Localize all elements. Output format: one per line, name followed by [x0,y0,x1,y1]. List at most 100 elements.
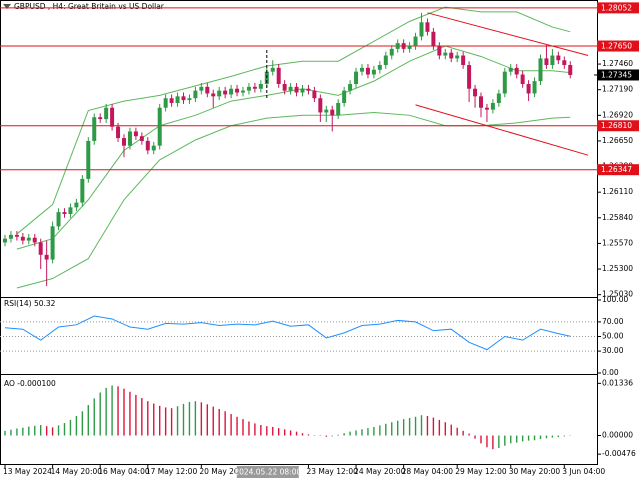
candle-body [235,88,240,93]
candle-body [550,55,555,66]
x-tick-label: 20 May 20:00 [199,467,251,476]
candle-body [205,86,210,94]
candle-body [270,67,275,72]
candle-body [401,43,406,49]
y-tick-label: 1.25840 [602,213,633,222]
x-tick-label: 14 May 20:00 [51,467,103,476]
y-tick-label: 0.00000 [602,431,633,440]
candle-body [365,67,370,75]
candle-body [246,86,251,91]
candle-body [395,43,400,49]
candle-body [62,212,67,215]
candle-body [294,86,299,93]
candle-body [282,83,287,91]
level-label-box [597,120,639,132]
candle-body [288,86,293,91]
x-tick-label: 24 May 20:00 [354,467,406,476]
candle-body [104,107,109,120]
candle-body [425,22,430,32]
candle-body [348,83,353,91]
candle-body [157,107,162,146]
candle-body [86,140,91,179]
candle-body [389,48,394,56]
channel-line [427,12,589,57]
candle-body [175,96,180,103]
candle-body [306,88,311,91]
candle-body [181,96,186,101]
candle-body [127,131,132,146]
rsi-line [4,315,571,351]
level-label-box [597,40,639,52]
candle-body [98,117,103,120]
candle-body [169,98,174,103]
candle-body [276,67,281,84]
candle-body [163,98,168,108]
candle-body [3,238,7,243]
candle-body [413,36,418,47]
candle-body [330,109,335,116]
y-tick-label: 1.25570 [602,238,633,247]
last-price-box [597,69,639,81]
x-tick-label: 16 May 04:00 [98,467,150,476]
candle-body [318,98,323,113]
level-label: 1.27650 [601,42,632,51]
rsi-title: RSI(14) 50.32 [4,299,56,308]
x-tick-label: 28 May 04:00 [402,467,454,476]
candle-body [68,207,73,215]
candle-body [461,55,466,66]
last-price-label: 1.27345 [601,70,632,79]
candle-body [312,90,317,99]
candle-body [122,138,126,146]
candle-body [514,67,519,75]
candle-body [508,67,513,72]
candle-body [360,67,364,72]
level-label-box [597,164,639,176]
level-label: 1.26810 [601,121,632,130]
candle-body [502,71,507,94]
symbol-icon [3,4,11,9]
candle-body [437,46,442,56]
x-tick-label: 23 May 12:00 [306,467,358,476]
candle-body [544,58,549,66]
candle-body [431,31,436,47]
candle-body [258,83,263,89]
candle-body [556,55,561,61]
candle-body [26,237,31,241]
y-tick-label: 1.25030 [602,290,633,299]
candle-body [38,242,43,255]
candle-body [371,69,376,75]
y-tick-label: 1.26920 [602,110,633,119]
candle-body [139,136,144,141]
x-tick-label: 3 Jun 04:00 [562,467,605,476]
candle-body [44,254,49,260]
y-tick-label: 1.26110 [602,187,633,196]
y-tick-label: 100.00 [602,295,628,304]
candle-body [74,202,79,208]
candle-body [151,145,156,151]
candle-body [199,86,204,91]
candle-body [568,65,573,75]
candle-body [354,71,359,84]
y-tick-label: -0.00476 [602,449,636,458]
candle-body [20,236,25,241]
cursor-label: 2024.05.22 08:00 [234,468,301,477]
candle-body [419,22,424,37]
candle-body [80,178,85,203]
candle-body [300,88,305,93]
candle-body [14,234,19,237]
candle-body [252,86,257,89]
candle-body [133,131,138,137]
channel-line [415,104,589,156]
candle-body [116,126,121,139]
chart-title: GBPUSD , H4: Great Britain vs US Dollar [14,2,165,11]
x-tick-label: 29 May 12:00 [455,467,507,476]
candle-body [241,90,245,93]
candle-body [377,65,382,70]
candle-body [193,90,198,99]
cursor-box [236,466,299,478]
y-tick-label: 50.00 [602,332,624,341]
candle-body [484,107,489,110]
level-label-box [597,2,639,14]
level-label: 1.28052 [601,3,632,12]
